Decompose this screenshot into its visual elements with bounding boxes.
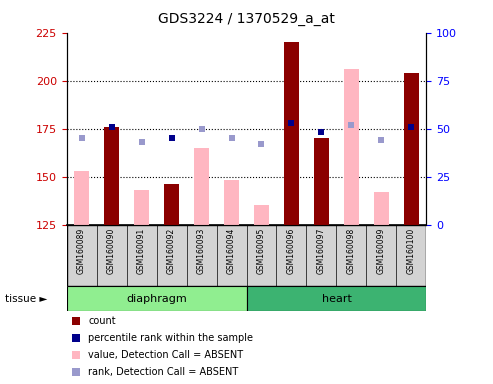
Bar: [134, 190, 149, 225]
Bar: [74, 171, 89, 225]
Text: count: count: [88, 316, 116, 326]
Bar: [374, 192, 389, 225]
Bar: [164, 184, 179, 225]
Text: GSM160092: GSM160092: [167, 228, 176, 274]
FancyBboxPatch shape: [67, 225, 426, 286]
Text: tissue ►: tissue ►: [5, 293, 47, 304]
Text: diaphragm: diaphragm: [126, 293, 187, 304]
Bar: [104, 127, 119, 225]
Text: GSM160098: GSM160098: [347, 228, 356, 274]
Bar: [194, 148, 209, 225]
Text: GSM160099: GSM160099: [377, 228, 386, 274]
Text: GSM160091: GSM160091: [137, 228, 146, 274]
Text: GSM160095: GSM160095: [257, 228, 266, 274]
Text: GSM160096: GSM160096: [287, 228, 296, 274]
Bar: [404, 73, 419, 225]
Text: GSM160090: GSM160090: [107, 228, 116, 274]
Text: percentile rank within the sample: percentile rank within the sample: [88, 333, 253, 343]
FancyBboxPatch shape: [67, 286, 246, 311]
Bar: [314, 138, 329, 225]
Text: GSM160100: GSM160100: [407, 228, 416, 274]
Text: heart: heart: [321, 293, 352, 304]
Text: GSM160094: GSM160094: [227, 228, 236, 274]
Text: GSM160093: GSM160093: [197, 228, 206, 274]
Text: GSM160089: GSM160089: [77, 228, 86, 274]
Text: GDS3224 / 1370529_a_at: GDS3224 / 1370529_a_at: [158, 12, 335, 25]
FancyBboxPatch shape: [246, 286, 426, 311]
Bar: [224, 180, 239, 225]
Text: value, Detection Call = ABSENT: value, Detection Call = ABSENT: [88, 349, 243, 360]
Bar: [344, 69, 359, 225]
Bar: [254, 205, 269, 225]
Text: rank, Detection Call = ABSENT: rank, Detection Call = ABSENT: [88, 367, 239, 377]
Bar: [284, 42, 299, 225]
Text: GSM160097: GSM160097: [317, 228, 326, 274]
